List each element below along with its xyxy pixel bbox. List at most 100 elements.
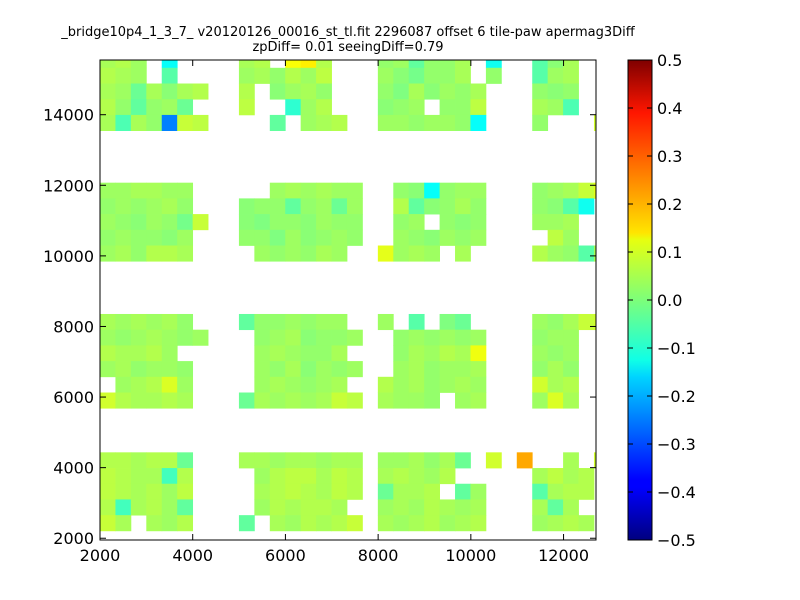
heatmap-cell [177, 313, 194, 331]
heatmap-cell [393, 83, 410, 100]
heatmap-cell [161, 114, 178, 131]
heatmap-cell [331, 114, 348, 131]
heatmap-cell [238, 198, 255, 215]
heatmap-cell [285, 452, 302, 469]
heatmap-cell [470, 214, 487, 231]
heatmap-cell [146, 182, 163, 199]
heatmap-cell [578, 245, 595, 262]
heatmap-cell [424, 499, 440, 516]
heatmap-cell [455, 114, 471, 131]
heatmap-cell [393, 329, 410, 346]
heatmap-cell [393, 229, 410, 246]
heatmap-cell [254, 376, 271, 393]
heatmap-cell [532, 214, 549, 231]
heatmap-cell [455, 214, 471, 231]
heatmap-cell [254, 499, 271, 516]
heatmap-cell [130, 345, 147, 362]
heatmap-cell [146, 345, 163, 362]
heatmap-cell [192, 329, 209, 346]
heatmap-cell [300, 229, 317, 246]
heatmap-cell [115, 329, 132, 346]
heatmap-cell [100, 468, 116, 485]
y-tick-label: 10000 [43, 247, 94, 266]
heatmap-cell [285, 229, 302, 246]
heatmap-cell [455, 198, 471, 215]
heatmap-cell [177, 229, 194, 246]
y-tick-label: 2000 [53, 529, 94, 548]
heatmap-cell [146, 361, 163, 378]
heatmap-cell [316, 392, 332, 409]
heatmap-cell [393, 468, 410, 485]
heatmap-cell [161, 67, 178, 84]
heatmap-cell [316, 313, 332, 331]
heatmap-cell [316, 99, 332, 116]
heatmap-cell [130, 452, 147, 469]
x-tick-label: 12000 [538, 546, 589, 565]
heatmap-cell [424, 329, 440, 346]
heatmap-cell [254, 361, 271, 378]
x-tick-label: 6000 [265, 546, 306, 565]
heatmap-cell [393, 60, 410, 69]
heatmap-cell [470, 182, 487, 199]
heatmap-cell [393, 515, 410, 532]
heatmap-cell [331, 392, 348, 409]
heatmap-cell [377, 515, 394, 532]
heatmap-cell [563, 67, 579, 84]
heatmap-cell [285, 329, 302, 346]
heatmap-cell [346, 468, 363, 485]
heatmap-cell [316, 452, 332, 469]
heatmap-cell [269, 83, 286, 100]
heatmap-cell [547, 198, 564, 215]
heatmap-cell [424, 83, 440, 100]
heatmap-cell [238, 515, 255, 532]
heatmap-cell [532, 198, 549, 215]
heatmap-cell [316, 245, 332, 262]
heatmap-cell [532, 376, 549, 393]
heatmap-cell [100, 182, 116, 199]
heatmap-cell [300, 83, 317, 100]
heatmap-cell [455, 229, 471, 246]
heatmap-cell [470, 499, 487, 516]
heatmap-cell [393, 99, 410, 116]
heatmap-cell [547, 329, 564, 346]
heatmap-cells [100, 60, 597, 532]
heatmap-cell [408, 329, 425, 346]
heatmap-cell [316, 182, 332, 199]
heatmap-cell [547, 345, 564, 362]
x-tick-label: 2000 [80, 546, 121, 565]
heatmap-cell [285, 515, 302, 532]
heatmap-cell [563, 198, 579, 215]
colorbar-tick-label: 0.1 [657, 243, 682, 262]
heatmap-cell [300, 214, 317, 231]
heatmap-cell [316, 361, 332, 378]
heatmap-cell [547, 229, 564, 246]
heatmap-cell [269, 67, 286, 84]
heatmap-cell [532, 515, 549, 532]
heatmap-cell [455, 182, 471, 199]
heatmap-cell [269, 452, 286, 469]
heatmap-cell [316, 329, 332, 346]
heatmap-cell [346, 329, 363, 346]
heatmap-cell [146, 313, 163, 331]
heatmap-cell [377, 114, 394, 131]
heatmap-cell [130, 114, 147, 131]
heatmap-cell [563, 515, 579, 532]
heatmap-cell [408, 229, 425, 246]
heatmap-cell [424, 376, 440, 393]
heatmap-cell [115, 229, 132, 246]
heatmap-cell [115, 313, 132, 331]
heatmap-cell [146, 483, 163, 500]
heatmap-cell [100, 67, 116, 84]
heatmap-cell [177, 214, 194, 231]
heatmap-cell [455, 67, 471, 84]
heatmap-cell [316, 67, 332, 84]
heatmap-cell [177, 376, 194, 393]
heatmap-cell [516, 452, 533, 469]
heatmap-cell [254, 468, 271, 485]
heatmap-cell [177, 452, 194, 469]
heatmap-cell [269, 361, 286, 378]
heatmap-cell [130, 329, 147, 346]
heatmap-cell [316, 468, 332, 485]
heatmap-cell [300, 60, 317, 69]
heatmap-cell [161, 515, 178, 532]
